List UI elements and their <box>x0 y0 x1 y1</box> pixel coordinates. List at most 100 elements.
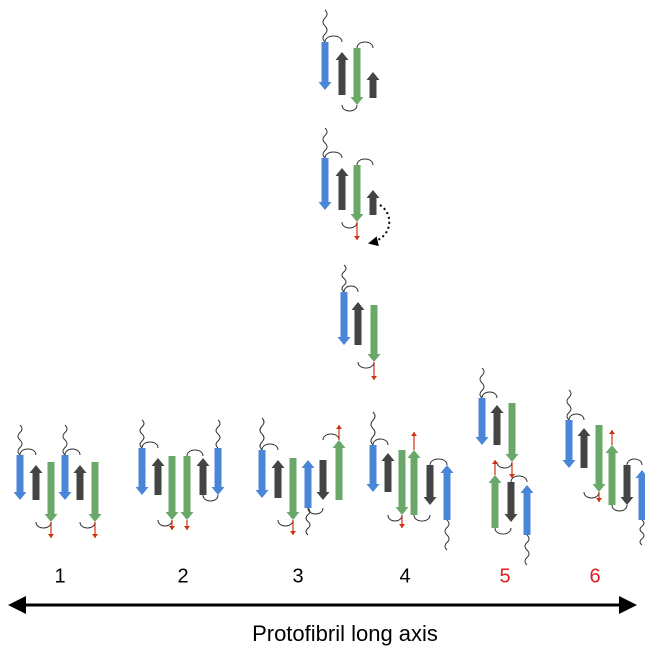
shift-arrow-head <box>169 526 175 530</box>
tail <box>444 519 450 551</box>
shift-arrow-head <box>509 474 515 478</box>
beta-strand <box>286 458 300 520</box>
tail <box>305 507 311 536</box>
loop <box>357 361 375 369</box>
shift-arrow-head <box>371 376 377 380</box>
beta-strand <box>366 72 380 98</box>
beta-strand <box>577 428 591 468</box>
beta-strand <box>620 465 634 505</box>
beta-strand <box>255 450 269 498</box>
shift-arrow-head <box>354 236 360 240</box>
loop <box>583 491 600 499</box>
beta-strand <box>301 460 315 508</box>
beta-strand <box>335 168 349 210</box>
loop <box>611 504 628 512</box>
beta-strand <box>605 445 619 505</box>
beta-strand <box>366 445 380 492</box>
arrangement-label: 2 <box>177 565 188 587</box>
loop <box>35 521 52 529</box>
tail <box>479 367 485 399</box>
loop <box>307 507 324 515</box>
loop <box>202 494 219 502</box>
arrangement-label: 6 <box>589 565 600 587</box>
beta-strand <box>395 450 409 515</box>
beta-strand <box>488 475 502 528</box>
beta-strand <box>180 456 194 520</box>
beta-strand <box>562 420 576 468</box>
beta-strand <box>165 456 179 520</box>
beta-strand <box>351 302 365 345</box>
beta-strand <box>29 465 43 500</box>
beta-strand <box>337 292 351 345</box>
beta-strand <box>271 460 285 498</box>
loop <box>343 285 359 293</box>
loop <box>19 448 37 456</box>
loop <box>568 413 585 421</box>
beta-strand <box>592 425 606 492</box>
loop <box>341 104 358 112</box>
shift-arrow-head <box>290 531 296 535</box>
beta-strand <box>350 165 364 222</box>
beta-strand <box>635 470 645 520</box>
shift-arrow-head <box>411 432 417 436</box>
beta-strand <box>196 458 210 495</box>
beta-strand <box>350 48 364 105</box>
tail <box>341 264 347 293</box>
beta-strand <box>475 398 489 445</box>
loop <box>387 514 403 522</box>
loop <box>186 449 204 457</box>
tail <box>139 419 145 449</box>
tail <box>524 534 530 566</box>
loop <box>157 519 173 527</box>
tail <box>566 389 572 421</box>
beta-strand <box>318 42 332 90</box>
beta-strand <box>407 450 421 515</box>
loop <box>261 443 279 451</box>
loop <box>324 35 343 43</box>
loop <box>141 441 159 449</box>
beta-strand <box>505 403 519 462</box>
loop <box>322 433 340 441</box>
shift-arrow-head <box>596 498 602 502</box>
loop <box>496 461 513 469</box>
tail <box>639 519 645 546</box>
tail <box>322 9 328 43</box>
beta-strand <box>332 440 346 500</box>
axis-head-left <box>8 596 26 614</box>
loop <box>324 151 343 159</box>
loop <box>277 519 294 527</box>
tail <box>370 411 376 446</box>
axis-label: Protofibril long axis <box>252 621 438 646</box>
beta-strand <box>335 52 349 95</box>
loop <box>79 521 96 529</box>
tail <box>322 127 328 159</box>
shift-arrow-head <box>92 534 98 538</box>
beta-strand <box>316 460 330 500</box>
tail <box>17 424 23 456</box>
loop <box>64 448 81 456</box>
beta-strand <box>440 465 454 520</box>
beta-strand <box>211 448 225 495</box>
beta-strand <box>58 455 72 500</box>
loop <box>341 221 358 229</box>
shift-arrow-head <box>336 425 342 429</box>
loop <box>481 391 498 399</box>
arrangement-label: 1 <box>54 565 65 587</box>
beta-strand <box>135 448 149 495</box>
beta-strand <box>520 485 534 535</box>
loop <box>372 438 389 446</box>
shift-arrow-head <box>184 526 190 530</box>
tail <box>215 419 221 449</box>
tail <box>259 417 265 451</box>
loop <box>510 475 528 483</box>
arrangement-label: 4 <box>399 565 410 587</box>
loop <box>494 527 512 535</box>
loop <box>429 458 448 466</box>
flip-arrow <box>368 204 391 247</box>
beta-strand <box>73 465 87 500</box>
shift-arrow-head <box>48 534 54 538</box>
beta-strand <box>490 405 504 445</box>
shift-arrow-head <box>609 430 615 434</box>
